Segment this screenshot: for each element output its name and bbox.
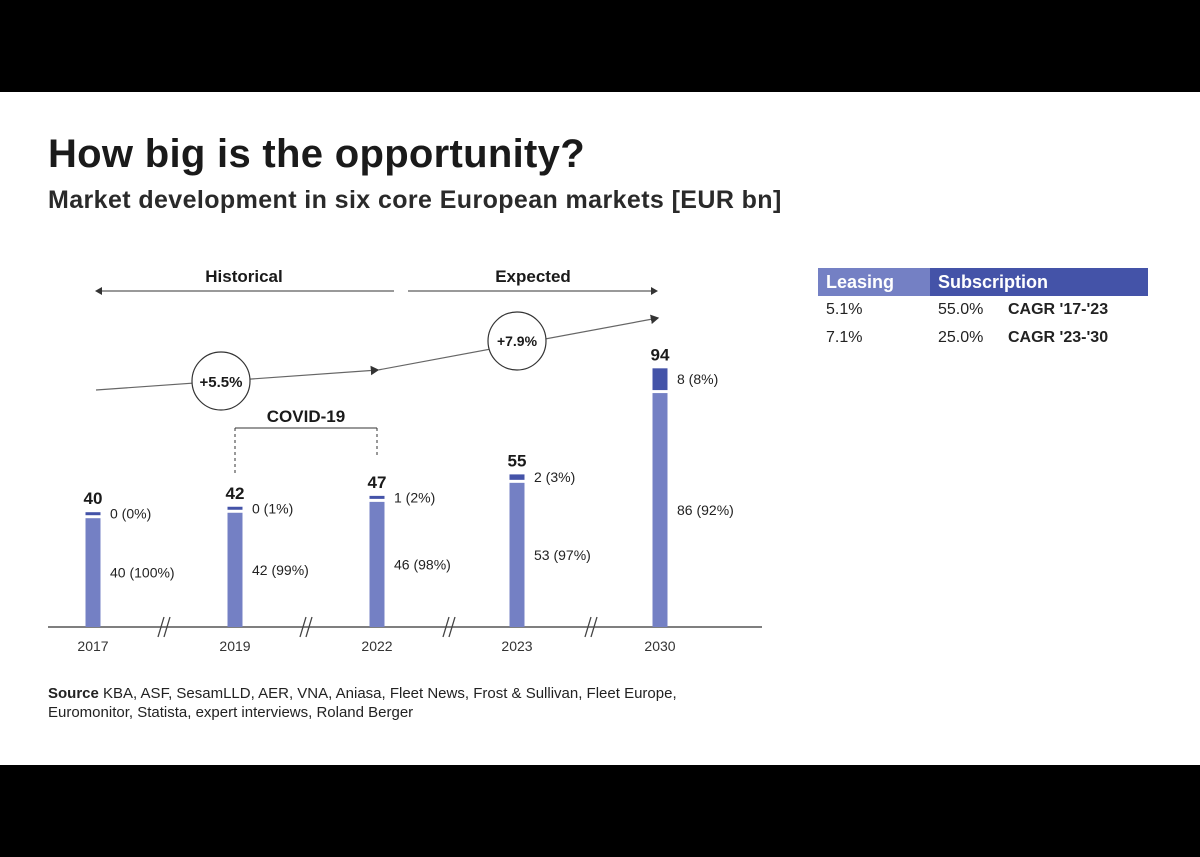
axis-break-mark: [448, 616, 456, 638]
source-note: Source KBA, ASF, SesamLLD, AER, VNA, Ani…: [48, 684, 688, 722]
segment-label-subscription: 8 (8%): [677, 371, 718, 387]
bar-total-label: 94: [651, 345, 670, 364]
page-title: How big is the opportunity?: [48, 132, 585, 176]
segment-label-subscription: 2 (3%): [534, 469, 575, 485]
bar-subscription: [85, 512, 101, 516]
covid-annotation: COVID-19: [267, 407, 345, 426]
legend-row: 7.1% 25.0% CAGR '23-'30: [818, 324, 1148, 352]
axis-break-mark: [442, 616, 450, 638]
segment-label-leasing: 46 (98%): [394, 556, 451, 572]
x-tick-label: 2022: [361, 638, 392, 654]
bar-leasing: [369, 501, 385, 627]
axis-break-mark: [590, 616, 598, 638]
segment-label-leasing: 42 (99%): [252, 562, 309, 578]
segment-label-leasing: 86 (92%): [677, 502, 734, 518]
axis-break-mark: [157, 616, 165, 638]
bar-leasing: [509, 482, 525, 627]
slide: How big is the opportunity? Market devel…: [0, 92, 1200, 765]
segment-label-leasing: 53 (97%): [534, 547, 591, 563]
cagr-label-expected: +7.9%: [497, 333, 538, 349]
x-tick-label: 2023: [501, 638, 532, 654]
segment-label-subscription: 0 (1%): [252, 500, 293, 516]
bar-leasing: [227, 512, 243, 627]
legend-header-leasing: Leasing: [818, 268, 930, 296]
legend-period: CAGR '17-'23: [1008, 301, 1109, 318]
bar-subscription: [509, 474, 525, 480]
legend-subscription-cagr: 25.0%: [938, 329, 984, 346]
axis-break-mark: [163, 616, 171, 638]
segment-label-subscription: 1 (2%): [394, 489, 435, 505]
source-text: KBA, ASF, SesamLLD, AER, VNA, Aniasa, Fl…: [48, 685, 677, 721]
bar-total-label: 55: [508, 451, 527, 470]
legend-header-subscription: Subscription: [930, 268, 1148, 296]
market-chart: 40 40 (100%) 0 (0%) 2017 42 42 (99%) 0 (1%) 201…: [48, 267, 762, 654]
legend-subscription-cagr: 55.0%: [938, 301, 984, 318]
cagr-legend-table: Leasing Subscription 5.1% 55.0% CAGR '17…: [818, 268, 1148, 352]
segment-label-subscription: 0 (0%): [110, 506, 151, 522]
axis-break-mark: [584, 616, 592, 638]
axis-break-mark: [299, 616, 307, 638]
legend-leasing-cagr: 7.1%: [826, 329, 863, 346]
phase-label-expected: Expected: [495, 267, 571, 286]
cagr-bubble-expected: [487, 311, 547, 371]
axis-break-mark: [305, 616, 313, 638]
cagr-bubble-historical: [191, 351, 251, 411]
legend-period: CAGR '23-'30: [1008, 329, 1109, 346]
bar-total-label: 47: [368, 473, 387, 492]
segment-label-leasing: 40 (100%): [110, 565, 175, 581]
x-tick-label: 2030: [644, 638, 675, 654]
legend-row: 5.1% 55.0% CAGR '17-'23: [818, 296, 1148, 324]
x-tick-label: 2017: [77, 638, 108, 654]
page-subtitle: Market development in six core European …: [48, 186, 782, 214]
source-label: Source: [48, 685, 99, 702]
x-tick-label: 2019: [219, 638, 250, 654]
bar-total-label: 42: [226, 484, 245, 503]
bar-subscription: [369, 495, 385, 499]
cagr-label-historical: +5.5%: [200, 374, 243, 391]
bar-leasing: [85, 518, 101, 627]
bar-total-label: 40: [84, 489, 103, 508]
bar-subscription: [227, 506, 243, 510]
bar-leasing: [652, 393, 668, 627]
bar-subscription: [652, 368, 668, 391]
legend-leasing-cagr: 5.1%: [826, 301, 863, 318]
phase-label-historical: Historical: [205, 267, 282, 286]
